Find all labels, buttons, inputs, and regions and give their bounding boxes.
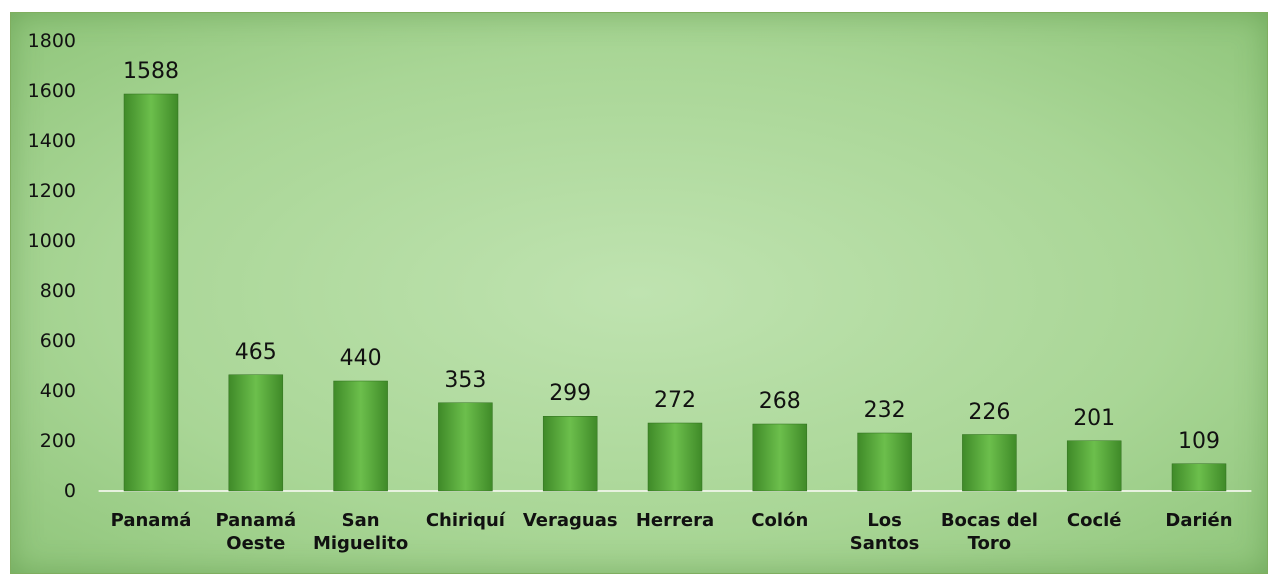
value-label: 268 [758,389,801,414]
x-tick-label: Bocas del Toro [940,510,1038,554]
bar [857,432,912,492]
x-tick-label: Herrera [635,510,715,531]
x-tick-label: San Miguelito [312,510,409,554]
value-label: 465 [234,339,277,365]
bar [228,374,284,492]
y-tick-label: 1000 [27,230,76,252]
y-tick-label: 400 [39,380,76,402]
bar [438,402,493,492]
bar [1066,440,1122,492]
x-tick-label: Panamá [110,510,192,531]
bar [123,93,179,492]
value-label: 109 [1178,428,1220,454]
y-tick-label: 1800 [27,30,76,52]
y-tick-label: 800 [39,280,76,302]
y-tick-label: 200 [39,430,76,452]
value-label: 299 [549,381,592,407]
x-tick-label: Veraguas [522,510,618,531]
y-tick-label: 0 [63,480,76,502]
bar [542,416,598,492]
value-label: 232 [863,398,906,423]
chart-frame [10,12,1268,574]
bar [962,434,1017,492]
y-tick-label: 600 [39,330,76,352]
value-label: 353 [444,367,487,393]
value-label: 226 [968,399,1011,425]
value-label: 201 [1073,405,1116,431]
bar [1171,463,1227,492]
y-tick-label: 1200 [27,180,76,202]
x-tick-label: Los Santos [849,510,920,554]
x-tick-label: Panamá Oeste [215,510,297,554]
value-label: 440 [339,346,382,371]
bar [333,380,388,492]
x-tick-label: Colón [751,510,809,531]
value-label: 272 [654,388,696,413]
value-label: 1588 [123,59,179,84]
bar [647,422,703,492]
x-tick-label: Darién [1165,510,1233,531]
x-tick-label: Coclé [1066,510,1122,531]
y-tick-label: 1600 [27,80,76,102]
bar [752,423,808,492]
y-tick-label: 1400 [27,130,76,152]
x-tick-label: Chiriquí [425,510,505,531]
